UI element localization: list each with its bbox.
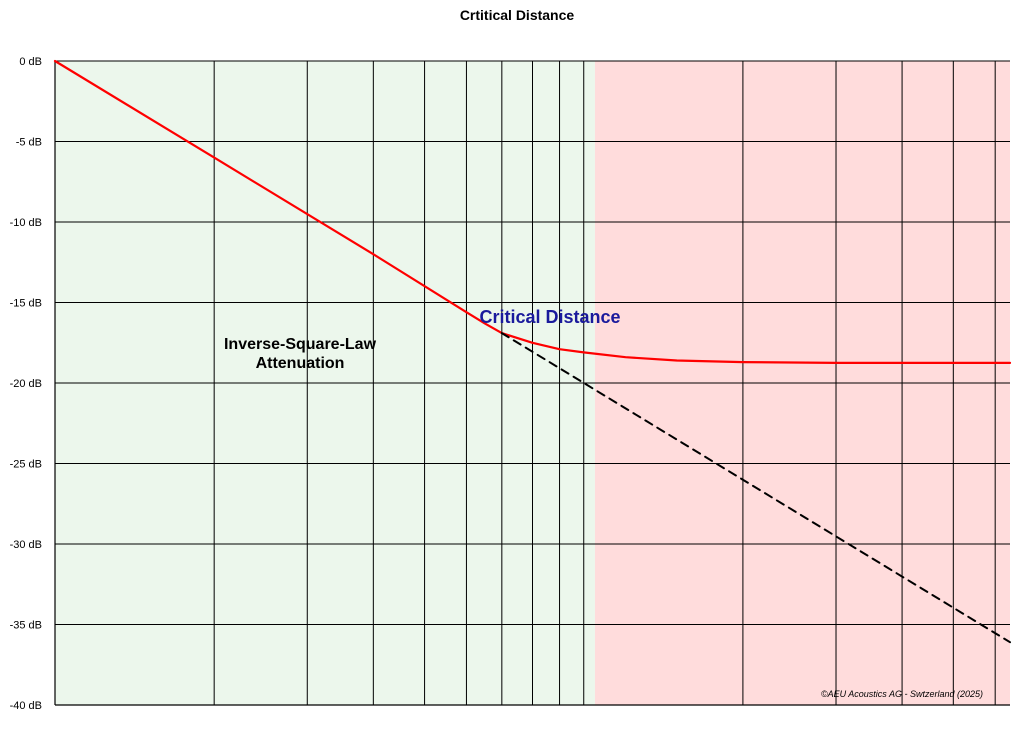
series-layer xyxy=(53,59,1012,644)
y-tick-label: -30 dB xyxy=(10,539,42,551)
y-tick-label: -10 dB xyxy=(10,217,42,229)
y-tick-label: -25 dB xyxy=(10,459,42,471)
attenuation-curve xyxy=(53,59,1012,364)
y-tick-label: -20 dB xyxy=(10,378,42,390)
annotation-critical-distance: Critical Distance xyxy=(479,307,620,327)
chart-title: Crtitical Distance xyxy=(460,7,575,23)
y-tick-label: 0 dB xyxy=(19,56,42,68)
annotation-inverse-square-law: Attenuation xyxy=(256,355,345,372)
inverse-square-extrapolation-line xyxy=(500,332,1011,644)
y-axis-tick-labels: 0 dB -5 dB -10 dB -15 dB -20 dB -25 dB -30 dB -… xyxy=(10,56,42,712)
credit-text: ©AEU Acoustics AG - Swtzerland (2025) xyxy=(821,689,983,699)
gridlines xyxy=(54,60,1010,706)
annotation-inverse-square-law: Inverse-Square-Law xyxy=(224,336,377,353)
y-tick-label: -35 dB xyxy=(10,620,42,632)
y-tick-label: -40 dB xyxy=(10,700,42,712)
annotations: Inverse-Square-Law Attenuation Critical Di… xyxy=(224,307,621,372)
y-tick-label: -15 dB xyxy=(10,298,42,310)
y-tick-label: -5 dB xyxy=(16,137,42,149)
